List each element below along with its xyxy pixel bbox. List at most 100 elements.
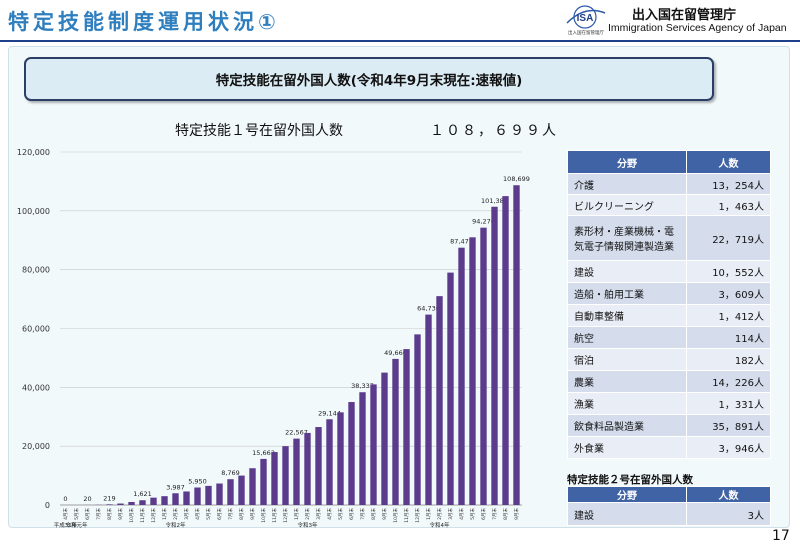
x-tick-label: 4月末 — [458, 508, 465, 520]
x-tick-label: 6月末 — [348, 508, 355, 520]
x-tick-label: 9月末 — [513, 508, 520, 520]
y-tick-label: 20,000 — [22, 442, 50, 451]
table-row: 介護 13，254人 — [567, 173, 771, 195]
era-label: 令和2年 — [166, 521, 186, 529]
x-tick-label: 3月末 — [447, 508, 454, 520]
bar — [513, 185, 520, 505]
table-row: 建設 10，552人 — [567, 260, 771, 283]
bar — [183, 491, 190, 505]
bar — [480, 227, 487, 505]
x-tick-label: 5月末 — [73, 508, 80, 520]
bar — [106, 504, 113, 505]
field-table-type2: 分野 人数 建設 3人 — [567, 486, 771, 526]
table-row: 飲食料品製造業 35，891人 — [567, 414, 771, 437]
agency-name-en: Immigration Services Agency of Japan — [608, 22, 787, 34]
table-row: 農業 14，226人 — [567, 370, 771, 393]
x-tick-label: 8月末 — [238, 508, 245, 520]
header-divider — [0, 40, 800, 42]
field-name: 漁業 — [567, 392, 687, 415]
data-label: 8,769 — [221, 469, 240, 477]
column-header-count: 人数 — [686, 150, 771, 174]
data-label: 3,987 — [166, 483, 185, 491]
x-tick-label: 12月末 — [282, 508, 289, 523]
field-name: 介護 — [567, 173, 687, 195]
bar — [469, 237, 476, 505]
table-row: 素形材・産業機械・電気電子情報関連製造業 22，719人 — [567, 215, 771, 261]
data-label: 101,388 — [481, 197, 508, 205]
bar — [381, 372, 388, 505]
x-tick-label: 7月末 — [491, 508, 498, 520]
field-name: 造船・舶用工業 — [567, 282, 687, 305]
bar — [161, 496, 168, 505]
data-label: 22,567 — [285, 429, 308, 437]
table2-caption: 特定技能２号在留外国人数 — [567, 474, 693, 486]
x-tick-label: 9月末 — [249, 508, 256, 520]
data-label: 108,699 — [503, 175, 530, 183]
table-row: 建設 3人 — [567, 502, 771, 526]
y-tick-label: 80,000 — [22, 266, 50, 275]
bar — [260, 458, 267, 505]
table-row: 漁業 1，331人 — [567, 392, 771, 415]
x-tick-label: 9月末 — [117, 508, 124, 520]
agency-name-ja: 出入国在留管理庁 — [632, 8, 737, 23]
x-tick-label: 4月末 — [194, 508, 201, 520]
era-label: 令和3年 — [298, 521, 318, 529]
chart-heading: 特定技能１号在留外国人数 — [175, 123, 343, 139]
bar — [271, 452, 278, 505]
field-name: 素形材・産業機械・電気電子情報関連製造業 — [567, 215, 687, 261]
data-label: 1,621 — [133, 490, 152, 498]
x-tick-label: 7月末 — [359, 508, 366, 520]
table-row: 外食業 3，946人 — [567, 436, 771, 459]
slide-title: 特定技能制度運用状況① — [8, 10, 280, 34]
bar — [216, 483, 223, 505]
data-label: 87,471 — [450, 238, 473, 246]
x-tick-label: 4月末 — [326, 508, 333, 520]
era-label: 平成31年 — [54, 521, 78, 529]
x-tick-label: 8月末 — [502, 508, 509, 520]
field-count: 182人 — [686, 348, 771, 371]
data-label: 29,144 — [318, 409, 341, 417]
logo-text: ISA — [577, 13, 594, 24]
era-label: 令和元年 — [65, 521, 88, 529]
field-name: 自動車整備 — [567, 304, 687, 327]
x-tick-label: 10月末 — [128, 508, 135, 523]
x-tick-label: 3月末 — [315, 508, 322, 520]
bar — [238, 475, 245, 505]
bar — [348, 402, 355, 505]
field-count: 1，463人 — [686, 194, 771, 216]
bar — [172, 493, 179, 505]
bar — [282, 446, 289, 505]
x-tick-label: 2月末 — [172, 508, 179, 520]
x-tick-label: 3月末 — [183, 508, 190, 520]
bar — [249, 468, 256, 505]
field-table-type1: 分野 人数 介護 13，254人 ビルクリーニング 1，463人 素形材・産業機械・… — [567, 150, 771, 459]
bar — [458, 247, 465, 505]
table-row: 自動車整備 1，412人 — [567, 304, 771, 327]
slide-header: 特定技能制度運用状況① ISA 出入国在留管理庁 出入国在留管理庁 Immigr… — [0, 0, 800, 44]
field-name: 飲食料品製造業 — [567, 414, 687, 437]
bar — [436, 296, 443, 505]
table-row: 航空 114人 — [567, 326, 771, 349]
x-tick-label: 6月末 — [216, 508, 223, 520]
column-header-field: 分野 — [567, 150, 687, 174]
x-tick-label: 12月末 — [414, 508, 421, 523]
x-tick-label: 7月末 — [227, 508, 234, 520]
x-tick-label: 1月末 — [161, 508, 168, 520]
y-tick-label: 40,000 — [22, 383, 50, 392]
x-tick-label: 6月末 — [480, 508, 487, 520]
bar — [370, 384, 377, 505]
column-header-field: 分野 — [567, 486, 687, 503]
bar — [293, 438, 300, 505]
isa-logo: ISA 出入国在留管理庁 — [566, 5, 606, 36]
field-count: 22，719人 — [686, 215, 771, 261]
bar — [359, 392, 366, 505]
bar-chart: 0 20,000 40,000 60,000 80,000 100,000 120,000 0… — [17, 148, 530, 529]
field-count: 14，226人 — [686, 370, 771, 393]
bar — [315, 427, 322, 505]
page-number: 17 — [772, 528, 790, 544]
x-tick-label: 5月末 — [205, 508, 212, 520]
x-tick-label: 5月末 — [469, 508, 476, 520]
data-label: 0 — [63, 495, 67, 503]
x-tick-label: 9月末 — [381, 508, 388, 520]
field-count: 114人 — [686, 326, 771, 349]
